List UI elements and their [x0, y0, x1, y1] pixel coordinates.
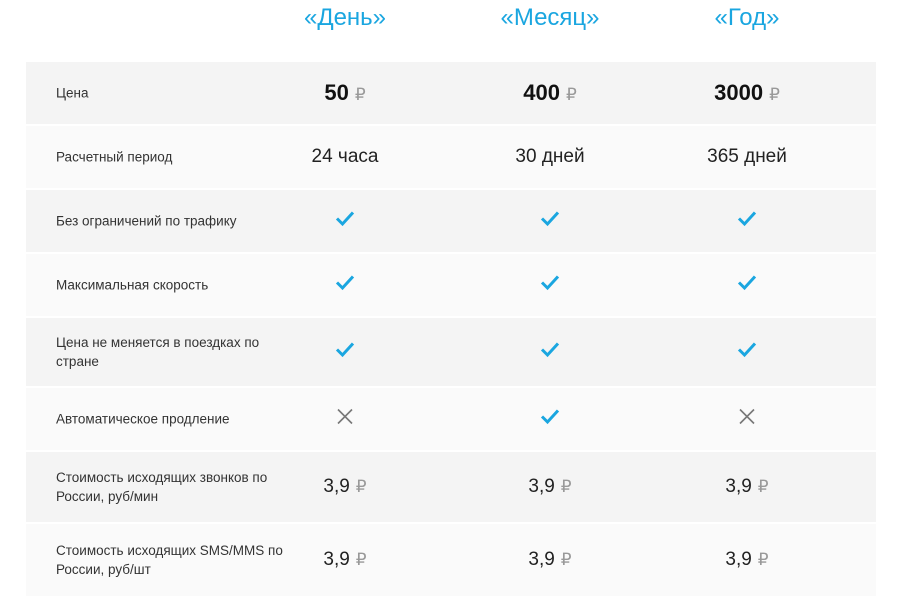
table-row: Без ограничений по трафику [26, 190, 876, 252]
check-icon [737, 211, 757, 232]
cell-value: 30 дней [515, 146, 584, 168]
cell-value: 50 ₽ [324, 80, 365, 106]
tariff-comparison-table: Цена 50 ₽400 ₽3000 ₽ Расчетный период 24 часа 3… [26, 62, 876, 598]
check-icon [737, 275, 757, 296]
plans-header: «День» «Месяц» «Год» [0, 0, 898, 62]
check-icon [335, 275, 355, 296]
row-label: Стоимость исходящих SMS/MMS по России, р… [56, 543, 283, 577]
row-label: Максимальная скорость [56, 277, 209, 293]
value-text: 3,9 [323, 476, 350, 497]
ruble-sign: ₽ [757, 477, 769, 496]
check-icon [737, 342, 757, 363]
cross-icon [337, 408, 353, 430]
cell-value: 3,9 ₽ [528, 476, 571, 498]
plan-title-day: «День» [303, 4, 387, 31]
ruble-sign: ₽ [757, 550, 769, 569]
check-icon [335, 211, 355, 232]
cell-value: 24 часа [312, 146, 379, 168]
cross-icon [739, 408, 755, 430]
ruble-sign: ₽ [355, 477, 367, 496]
row-label: Цена не меняется в поездках по стране [56, 335, 260, 369]
table-row: Автоматическое продление [26, 388, 876, 450]
check-icon [335, 342, 355, 363]
check-icon [540, 409, 560, 430]
table-row: Максимальная скорость [26, 254, 876, 316]
value-text: 3,9 [528, 549, 555, 570]
ruble-sign: ₽ [560, 477, 572, 496]
ruble-sign: ₽ [769, 85, 780, 104]
ruble-sign: ₽ [355, 550, 367, 569]
table-row: Стоимость исходящих звонков по России, р… [26, 452, 876, 522]
value-text: 24 часа [311, 146, 379, 167]
value-text: 3,9 [323, 549, 350, 570]
cell-value: 3,9 ₽ [528, 549, 571, 571]
table-row: Расчетный период 24 часа 30 дней 365 дней [26, 126, 876, 188]
check-icon [540, 342, 560, 363]
ruble-sign: ₽ [354, 85, 366, 104]
row-label: Расчетный период [56, 149, 173, 165]
cell-value: 3,9 ₽ [725, 549, 768, 571]
cell-value: 3,9 ₽ [323, 549, 366, 571]
ruble-sign: ₽ [565, 85, 577, 104]
plan-title-month: «Месяц» [500, 4, 600, 31]
ruble-sign: ₽ [560, 550, 572, 569]
table-row: Цена 50 ₽400 ₽3000 ₽ [26, 62, 876, 124]
row-label: Автоматическое продление [56, 411, 230, 427]
check-icon [540, 211, 560, 232]
table-row: Стоимость исходящих SMS/MMS по России, р… [26, 524, 876, 596]
row-label: Цена [56, 85, 89, 101]
cell-value: 3,9 ₽ [725, 476, 768, 498]
cell-value: 400 ₽ [523, 80, 577, 106]
value-text: 30 дней [515, 146, 585, 167]
value-text: 3,9 [725, 476, 752, 497]
value-text: 50 [324, 80, 349, 105]
value-text: 3,9 [528, 476, 555, 497]
cell-value: 3,9 ₽ [323, 476, 366, 498]
cell-value: 365 дней [707, 146, 787, 168]
row-label: Стоимость исходящих звонков по России, р… [56, 470, 268, 504]
value-text: 400 [523, 80, 560, 105]
value-text: 365 дней [707, 146, 787, 167]
check-icon [540, 275, 560, 296]
cell-value: 3000 ₽ [714, 80, 780, 106]
value-text: 3,9 [725, 549, 752, 570]
value-text: 3000 [714, 80, 764, 105]
plan-title-year: «Год» [714, 4, 780, 31]
row-label: Без ограничений по трафику [56, 213, 237, 229]
table-row: Цена не меняется в поездках по стране [26, 318, 876, 386]
